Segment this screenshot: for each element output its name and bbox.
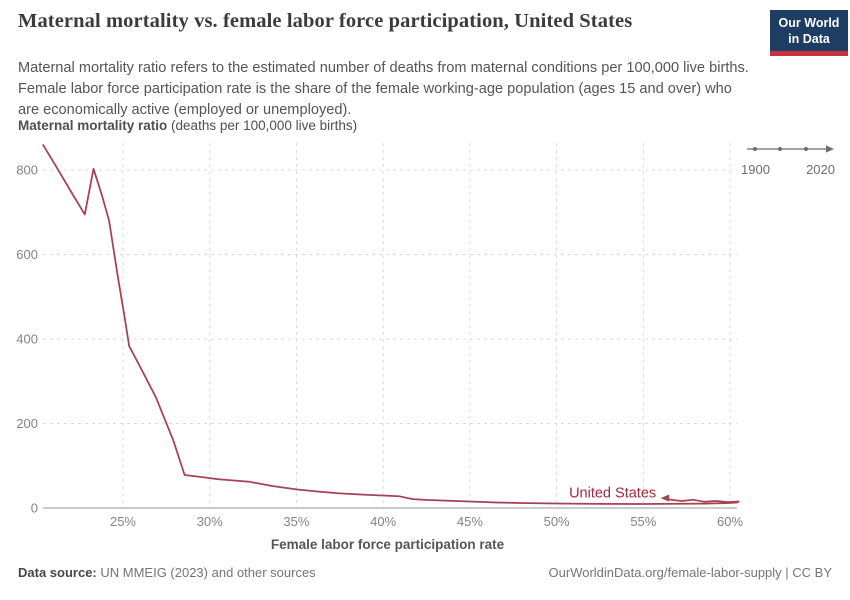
x-axis-tick-label: 60% (717, 514, 743, 529)
x-axis-tick-label: 50% (544, 514, 570, 529)
timeline-dot-start (753, 147, 757, 151)
y-axis-unit-label-rest: (deaths per 100,000 live births) (167, 118, 358, 133)
owid-logo-red-bar (770, 51, 848, 56)
x-axis-tick-label: 45% (457, 514, 483, 529)
y-axis-tick-label: 600 (16, 247, 38, 262)
united-states-series-line[interactable] (42, 144, 740, 505)
chart-subtitle: Maternal mortality ratio refers to the e… (18, 60, 749, 118)
entity-label-united-states[interactable]: United States (569, 486, 656, 502)
data-source-value: UN MMEIG (2023) and other sources (96, 565, 316, 580)
timeline-axis-icon (747, 145, 834, 153)
timeline-start-year: 1900 (741, 162, 770, 177)
y-axis-unit-label-bold: Maternal mortality ratio (18, 118, 168, 133)
attribution-link[interactable]: OurWorldinData.org/female-labor-supply |… (548, 565, 832, 580)
owid-logo[interactable]: Our World in Data (770, 10, 848, 56)
timeline-arrow-icon (826, 145, 834, 153)
x-axis-tick-label: 25% (110, 514, 136, 529)
owid-logo-text: Our World in Data (770, 10, 848, 51)
y-axis-tick-label: 800 (16, 163, 38, 178)
y-axis-unit-label: Maternal mortality ratio (deaths per 100… (18, 118, 357, 133)
x-axis-tick-label: 35% (283, 514, 309, 529)
y-axis-tick-label: 200 (16, 416, 38, 431)
series-end-arrow-icon (660, 494, 670, 502)
y-axis-tick-label: 0 (31, 501, 38, 516)
y-axis-tick-label: 400 (16, 332, 38, 347)
data-source-label: Data source: (18, 565, 97, 580)
timeline-dot-mid (778, 147, 782, 151)
data-source-note: Data source: UN MMEIG (2023) and other s… (18, 565, 316, 580)
x-axis-tick-label: 30% (197, 514, 223, 529)
x-axis-tick-label: 40% (370, 514, 396, 529)
time-range-indicator: 1900 2020 (740, 141, 836, 177)
timeline-dot-end (804, 147, 808, 151)
page-title: Maternal mortality vs. female labor forc… (18, 10, 633, 32)
chart-footer: Data source: UN MMEIG (2023) and other s… (18, 565, 832, 580)
x-axis-tick-label: 55% (630, 514, 656, 529)
x-axis-title: Female labor force participation rate (271, 537, 505, 552)
timeline-end-year: 2020 (806, 162, 835, 177)
